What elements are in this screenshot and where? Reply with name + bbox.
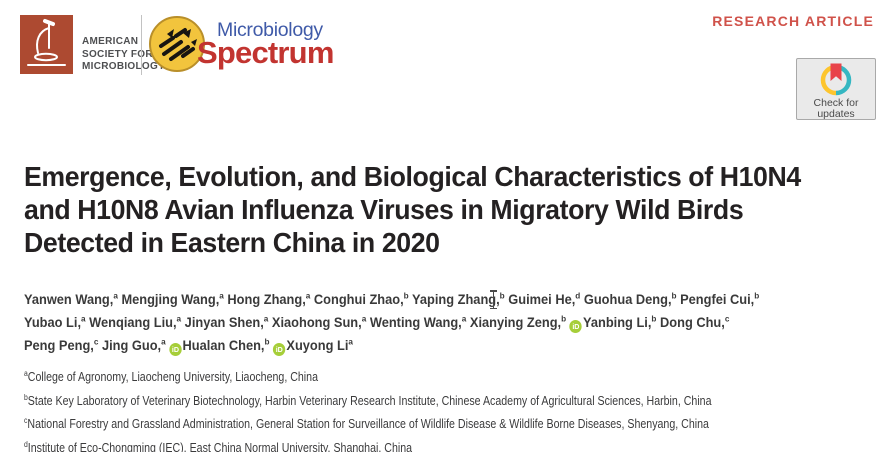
author-name: Jing Guo,a	[101, 336, 166, 353]
author-line: Yubao Li,a Wenqiang Liu,a Jinyan Shen,a …	[24, 311, 879, 334]
author-name: Yaping Zhang,b	[412, 290, 505, 307]
title-line: Emergence, Evolution, and Biological Cha…	[24, 161, 801, 192]
author-name: Xiaohong Sun,a	[271, 313, 367, 330]
author-name: Mengjing Wang,a	[121, 290, 224, 307]
author-name: Pengfei Cui,b	[680, 290, 760, 307]
author-line: Peng Peng,c Jing Guo,a iD Hualan Chen,b i…	[24, 334, 879, 357]
affiliation: aCollege of Agronomy, Liaocheng Universi…	[24, 368, 318, 384]
author-name: Yubao Li,a	[24, 313, 86, 330]
author-name: Peng Peng,c	[24, 336, 99, 353]
asm-name-line3: MICROBIOLOGY	[82, 61, 166, 72]
orcid-icon[interactable]: iD	[169, 342, 182, 356]
asm-name-line1: AMERICAN	[82, 36, 139, 47]
asm-logo: AMERICAN SOCIETY FOR MICROBIOLOGY	[20, 15, 165, 74]
affiliation-list: aCollege of Agronomy, Liaocheng Universi…	[24, 366, 882, 452]
author-name: Jinyan Shen,a	[184, 313, 269, 330]
author-name: Hong Zhang,a	[227, 290, 311, 307]
journal-name-bottom: Spectrum	[197, 35, 334, 70]
journal-logo: Microbiology Spectrum	[148, 15, 363, 77]
author-name: Conghui Zhao,b	[313, 290, 409, 307]
crossmark-icon	[820, 63, 852, 96]
check-badge-line1: Check for	[813, 97, 859, 109]
author-name: Dong Chu,c	[660, 313, 730, 330]
author-name: Xianying Zeng,b	[469, 313, 567, 330]
masthead-divider	[141, 15, 142, 75]
affiliation: cNational Forestry and Grassland Adminis…	[24, 415, 709, 431]
title-line: and H10N8 Avian Influenza Viruses in Mig…	[24, 194, 744, 225]
check-badge-line2: updates	[817, 108, 855, 120]
asm-name-line2: SOCIETY FOR	[82, 48, 153, 60]
author-name: iD Xuyong Lia	[273, 337, 353, 356]
orcid-icon[interactable]: iD	[569, 319, 583, 333]
asm-society-name: AMERICAN SOCIETY FOR MICROBIOLOGY	[82, 15, 165, 74]
journal-name-top: Microbiology	[217, 19, 323, 41]
author-name: Guimei He,d	[508, 290, 581, 307]
check-for-updates-button[interactable]: Check for updates	[796, 58, 876, 120]
article-type-label: RESEARCH ARTICLE	[712, 13, 874, 29]
author-list: Yanwen Wang,a Mengjing Wang,a Hong Zhang…	[24, 288, 879, 357]
author-name: Guohua Deng,b	[583, 290, 677, 307]
title-line: Detected in Eastern China in 2020	[24, 227, 440, 258]
petri-dish-icon	[149, 16, 205, 72]
orcid-icon[interactable]: iD	[273, 342, 286, 356]
affiliation: bState Key Laboratory of Veterinary Biot…	[24, 392, 712, 408]
author-name: Yanwen Wang,a	[24, 290, 118, 307]
asm-microscope-icon	[20, 15, 73, 74]
check-badge-text: Check for updates	[797, 98, 875, 120]
author-name: Wenting Wang,a	[369, 313, 467, 330]
author-name: Wenqiang Liu,a	[89, 313, 182, 330]
affiliation: dInstitute of Eco-Chongming (IEC), East …	[24, 439, 413, 452]
article-title: Emergence, Evolution, and Biological Cha…	[24, 160, 849, 259]
author-name: iD Yanbing Li,b	[569, 314, 656, 333]
text-cursor-ibeam	[490, 290, 497, 309]
author-line: Yanwen Wang,a Mengjing Wang,a Hong Zhang…	[24, 288, 879, 311]
author-name: iD Hualan Chen,b	[169, 337, 270, 356]
